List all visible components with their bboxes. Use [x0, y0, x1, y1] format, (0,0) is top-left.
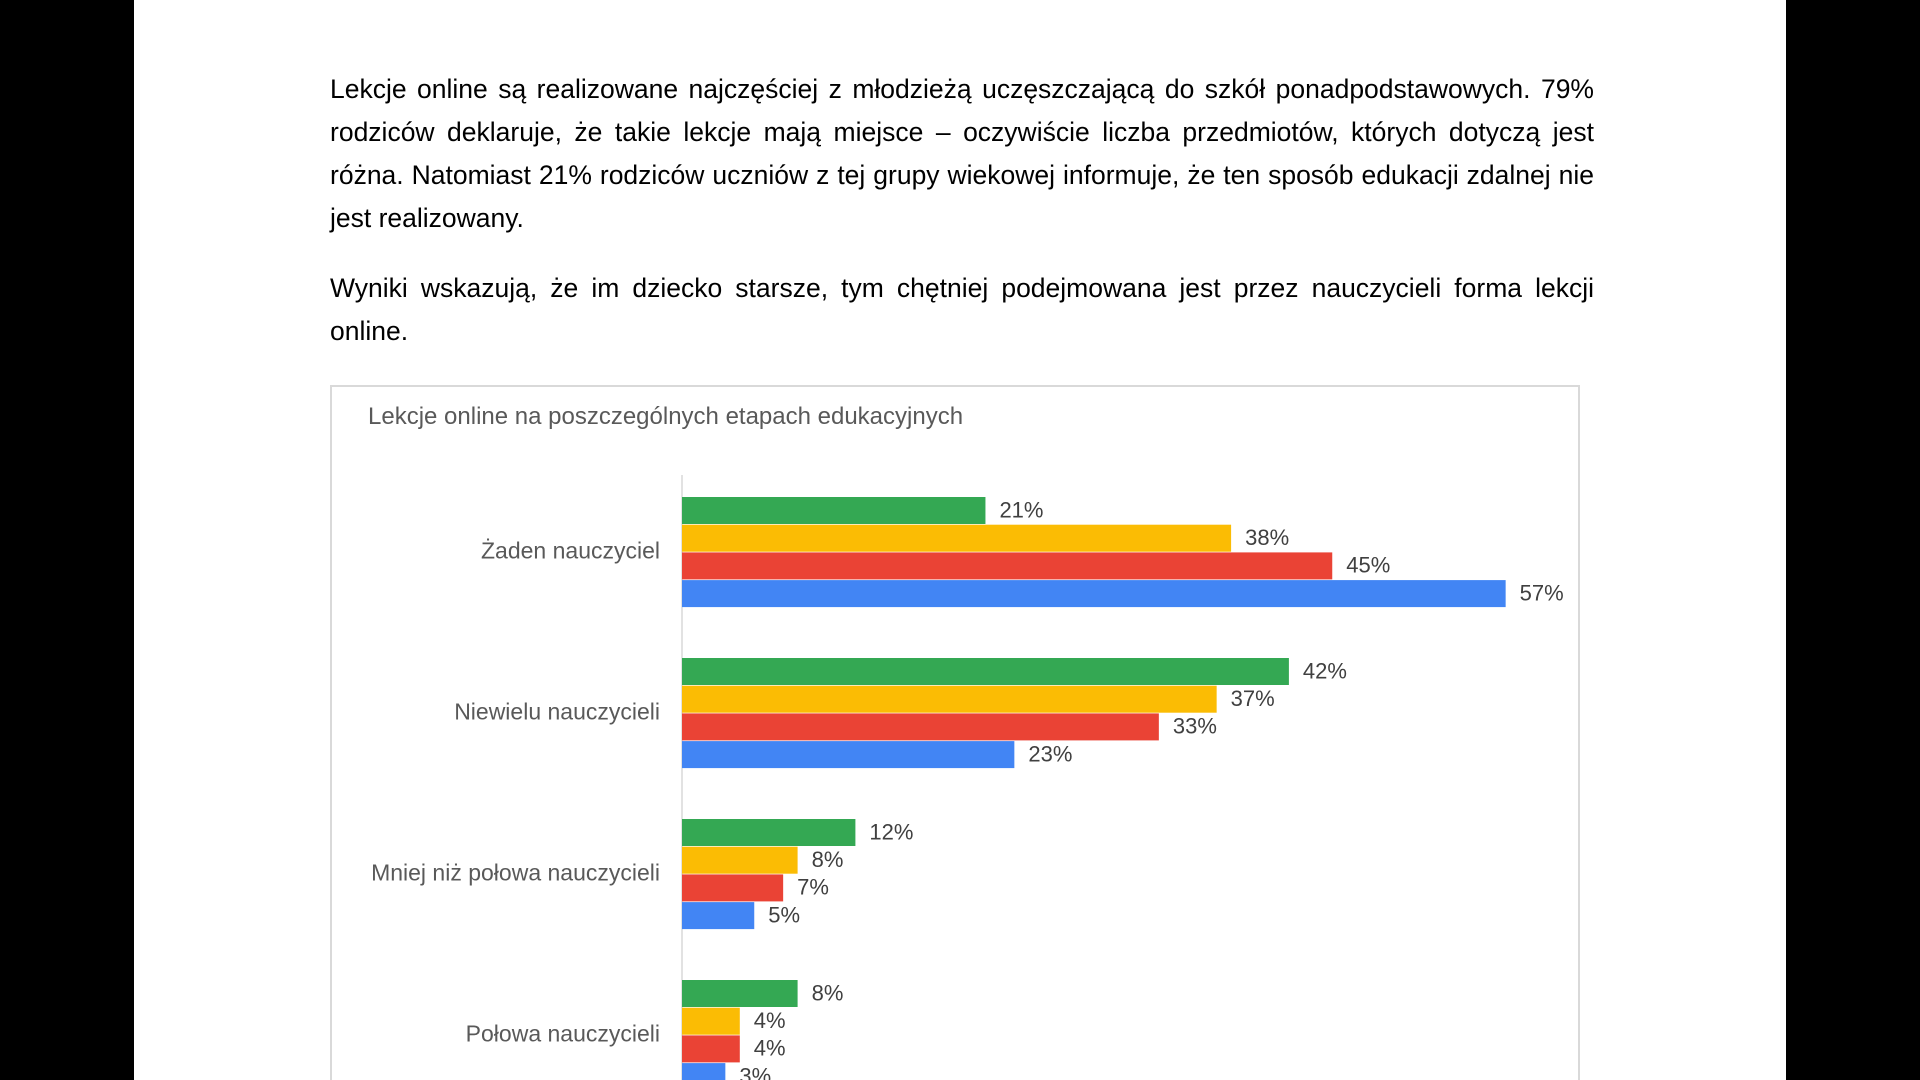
category-label: Żaden nauczyciel: [481, 537, 660, 563]
bar-chart: Żaden nauczyciel 21% 38% 45% 57% Niewielu nau…: [371, 475, 1564, 1080]
data-label: 7%: [797, 875, 829, 900]
data-label: 5%: [768, 902, 800, 927]
data-label: 33%: [1173, 714, 1217, 739]
bar: [682, 524, 1232, 552]
body-paragraph-1: Lekcje online są realizowane najczęściej…: [330, 74, 1594, 233]
data-label: 21%: [999, 497, 1043, 522]
bar: [682, 713, 1159, 741]
bar: [682, 1063, 726, 1080]
data-label: 57%: [1520, 580, 1564, 605]
body-paragraph-2: Wyniki wskazują, że im dziecko starsze, …: [330, 273, 1594, 346]
bar: [682, 497, 986, 524]
category-label: Mniej niż połowa nauczycieli: [371, 859, 660, 885]
data-label: 23%: [1028, 741, 1072, 766]
bar: [682, 741, 1015, 769]
data-label: 38%: [1245, 525, 1289, 550]
data-label: 42%: [1303, 658, 1347, 683]
data-label: 3%: [739, 1063, 771, 1080]
bar: [682, 580, 1506, 608]
bar: [682, 658, 1289, 685]
category-label: Niewielu nauczycieli: [454, 698, 660, 724]
chart-container: Lekcje online na poszczególnych etapach …: [330, 385, 1580, 1080]
bar: [682, 819, 856, 846]
bar: [682, 552, 1333, 580]
data-label: 8%: [812, 980, 844, 1005]
chart-title: Lekcje online na poszczególnych etapach …: [368, 403, 964, 430]
bar: [682, 1035, 740, 1063]
bar: [682, 685, 1217, 713]
data-label: 45%: [1346, 553, 1390, 578]
bar: [682, 980, 798, 1007]
data-label: 8%: [812, 847, 844, 872]
data-label: 37%: [1231, 686, 1275, 711]
bar: [682, 1007, 740, 1035]
data-label: 12%: [869, 819, 913, 844]
document-page: Lekcje online są realizowane najczęściej…: [134, 0, 1786, 1080]
bar: [682, 874, 784, 902]
bar: [682, 902, 755, 930]
data-label: 4%: [754, 1036, 786, 1061]
bar: [682, 846, 798, 874]
data-label: 4%: [754, 1008, 786, 1033]
category-label: Połowa nauczycieli: [466, 1020, 660, 1046]
